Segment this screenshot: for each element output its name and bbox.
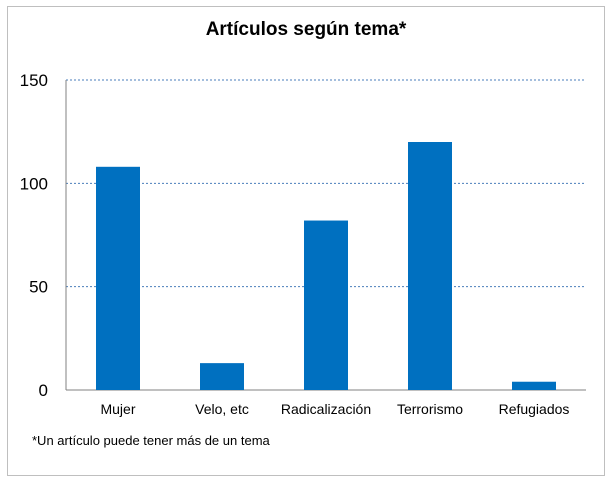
y-tick-label: 150 bbox=[20, 71, 48, 90]
x-tick-label: Radicalización bbox=[281, 401, 371, 417]
bar bbox=[512, 381, 556, 390]
bar bbox=[200, 363, 244, 390]
x-tick-label: Velo, etc bbox=[195, 401, 249, 417]
y-tick-label: 100 bbox=[20, 174, 48, 193]
chart-title: Artículos según tema* bbox=[205, 19, 407, 40]
y-tick-label: 50 bbox=[29, 278, 48, 297]
bar bbox=[96, 166, 140, 390]
x-tick-label: Refugiados bbox=[499, 401, 570, 417]
bar bbox=[408, 142, 452, 390]
x-tick-label: Terrorismo bbox=[397, 401, 463, 417]
x-tick-label: Mujer bbox=[100, 401, 135, 417]
chart-footnote: *Un artículo puede tener más de un tema bbox=[32, 433, 270, 448]
y-tick-label: 0 bbox=[39, 381, 48, 400]
bar bbox=[304, 220, 348, 390]
